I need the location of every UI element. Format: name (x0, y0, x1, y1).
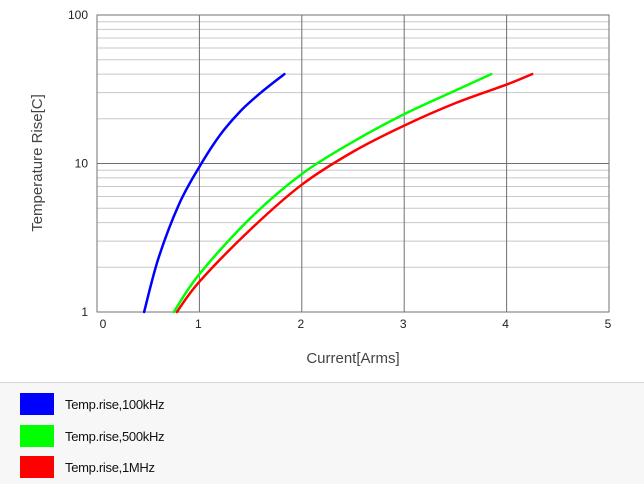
series-line-500khz (172, 72, 493, 314)
y-tick-label: 100 (68, 8, 88, 22)
series-lines (142, 72, 534, 314)
x-tick-label: 5 (605, 317, 612, 331)
legend-label-100khz: Temp.rise,100kHz (65, 396, 165, 412)
legend-label-500khz: Temp.rise,500kHz (65, 428, 165, 444)
legend-item-100khz: Temp.rise,100kHz (20, 392, 165, 416)
y-tick-label: 10 (75, 157, 89, 171)
legend: Temp.rise,100kHz Temp.rise,500kHz Temp.r… (0, 382, 644, 484)
x-tick-label: 0 (100, 317, 107, 331)
x-axis-label: Current[Arms] (306, 350, 399, 367)
legend-item-500khz: Temp.rise,500kHz (20, 424, 165, 448)
legend-label-1mhz: Temp.rise,1MHz (65, 459, 155, 475)
grid-lines (96, 14, 610, 313)
x-tick-label: 2 (297, 317, 304, 331)
legend-swatch-100khz (20, 393, 54, 415)
x-tick-label: 3 (400, 317, 407, 331)
x-tick-label: 4 (502, 317, 509, 331)
legend-swatch-500khz (20, 425, 54, 447)
y-axis-label: Temperature Rise[C] (29, 94, 46, 232)
x-tick-label: 1 (195, 317, 202, 331)
series-line-100khz (142, 72, 286, 314)
legend-item-1mhz: Temp.rise,1MHz (20, 455, 155, 479)
legend-swatch-1mhz (20, 456, 54, 478)
series-line-1mhz (175, 72, 534, 314)
y-tick-label: 1 (81, 305, 88, 319)
